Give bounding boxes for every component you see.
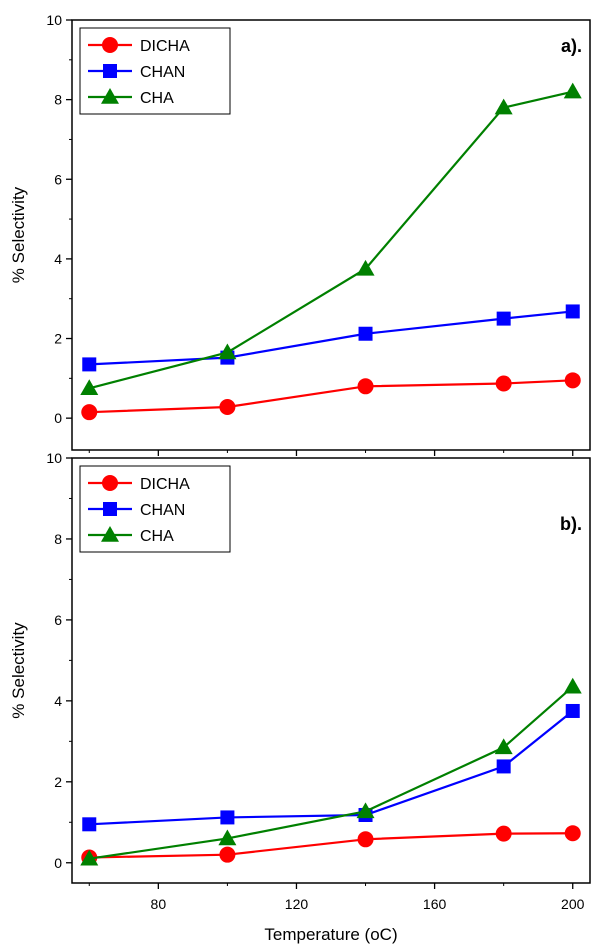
legend: DICHA CHAN CHA <box>79 465 231 553</box>
y-tick-label: 4 <box>54 693 62 709</box>
series-line <box>88 90 573 390</box>
data-point <box>496 311 511 326</box>
data-point <box>564 372 581 389</box>
x-axis-ticks: 80 120 160 200 <box>88 883 585 912</box>
y-tick-label: 8 <box>54 531 62 547</box>
data-point <box>82 357 97 372</box>
plot-frame <box>71 457 591 884</box>
data-point <box>357 831 374 848</box>
data-point <box>220 810 235 825</box>
y-axis-title: % Selectivity <box>9 622 28 719</box>
data-point <box>357 378 374 395</box>
x-tick-label: 120 <box>285 896 309 912</box>
legend-item-chan: CHAN <box>88 64 185 81</box>
data-point <box>494 738 513 755</box>
panel-label: b). <box>560 514 582 534</box>
x-tick-label: 160 <box>423 896 447 912</box>
data-point <box>81 404 98 421</box>
y-tick-label: 6 <box>54 612 62 628</box>
data-point <box>218 343 237 360</box>
data-point <box>565 304 580 319</box>
legend-marker <box>101 88 119 104</box>
x-axis-title: Temperature (oC) <box>264 925 397 944</box>
data-point <box>495 825 512 842</box>
data-point <box>80 849 99 866</box>
series-dicha <box>81 825 581 866</box>
data-point <box>563 677 582 694</box>
legend-marker <box>103 502 117 516</box>
legend-marker <box>103 64 117 78</box>
legend-label: CHAN <box>140 64 185 81</box>
data-point <box>494 98 513 115</box>
legend-label: CHA <box>140 90 174 107</box>
y-tick-label: 2 <box>54 774 62 790</box>
y-axis-ticks: 0 2 4 6 8 10 <box>46 12 72 426</box>
series-chan <box>82 703 580 832</box>
series-group <box>80 677 582 866</box>
legend-item-cha: CHA <box>88 526 174 545</box>
data-point <box>565 703 580 718</box>
series-cha <box>80 82 582 396</box>
legend-label: CHAN <box>140 502 185 519</box>
legend-marker <box>102 37 118 53</box>
y-axis-title: % Selectivity <box>9 186 28 283</box>
legend-item-dicha: DICHA <box>88 475 190 493</box>
series-cha <box>80 677 582 866</box>
y-tick-label: 6 <box>54 171 62 187</box>
series-dicha <box>81 372 581 421</box>
panel-a: 0 2 4 6 8 10 DICHA CHAN CHA a). % Selectivity <box>9 12 591 456</box>
legend-marker <box>101 526 119 542</box>
legend-label: CHA <box>140 528 174 545</box>
data-point <box>356 259 375 276</box>
x-tick-label: 200 <box>561 896 585 912</box>
data-point <box>358 326 373 341</box>
series-group <box>80 82 582 421</box>
y-axis-ticks: 0 2 4 6 8 10 <box>46 450 72 871</box>
y-tick-label: 4 <box>54 251 62 267</box>
data-point <box>82 817 97 832</box>
data-point <box>219 846 236 863</box>
data-point <box>219 399 236 415</box>
y-tick-label: 2 <box>54 331 62 347</box>
legend-label: DICHA <box>140 476 190 493</box>
plot-frame <box>71 19 591 451</box>
legend-label: DICHA <box>140 38 190 55</box>
data-point <box>356 802 375 819</box>
x-axis-ticks <box>88 450 574 456</box>
data-point <box>564 825 581 842</box>
y-tick-label: 0 <box>54 855 62 871</box>
legend-item-cha: CHA <box>88 88 174 107</box>
y-tick-label: 8 <box>54 92 62 108</box>
data-point <box>80 379 99 396</box>
legend-item-chan: CHAN <box>88 502 185 519</box>
panel-b: 0 2 4 6 8 10 80 120 160 200 DICHA CHAN CHA b). % S… <box>9 450 591 944</box>
data-point <box>496 759 511 774</box>
panel-label: a). <box>561 36 582 56</box>
y-tick-label: 10 <box>46 12 62 28</box>
data-point <box>495 375 512 392</box>
legend: DICHA CHAN CHA <box>79 27 231 115</box>
y-tick-label: 0 <box>54 410 62 426</box>
x-tick-label: 80 <box>151 896 167 912</box>
y-tick-label: 10 <box>46 450 62 466</box>
legend-item-dicha: DICHA <box>88 37 190 55</box>
legend-marker <box>102 475 118 491</box>
series-chan <box>82 304 580 372</box>
data-point <box>563 82 582 99</box>
data-point <box>218 829 237 846</box>
